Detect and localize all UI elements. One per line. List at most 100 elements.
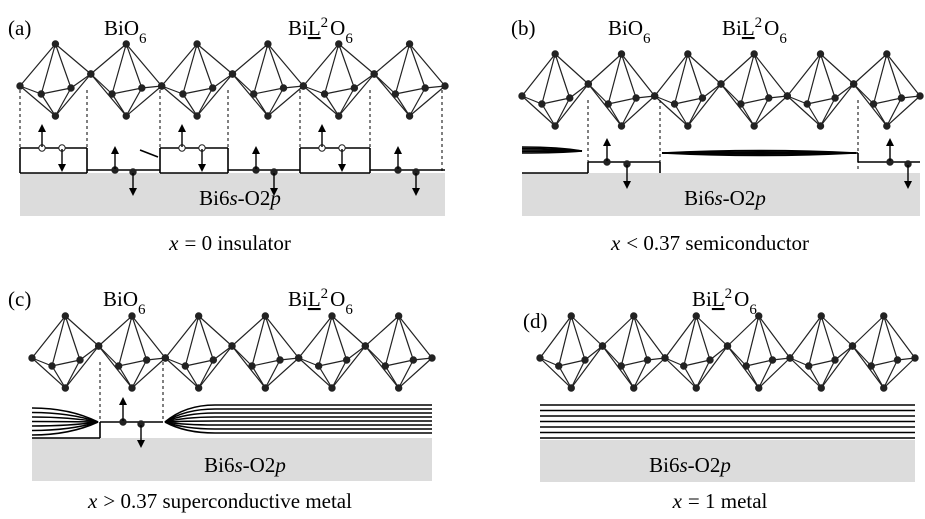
atom [277, 357, 283, 363]
bond [339, 88, 355, 116]
atom [707, 357, 713, 363]
bond [887, 98, 902, 126]
bond [874, 98, 902, 104]
atom [631, 385, 637, 391]
bond [303, 86, 338, 116]
text-part: Bi6 [684, 186, 714, 210]
atom [343, 357, 349, 363]
atom [265, 113, 271, 119]
bond [332, 346, 365, 388]
bond [588, 54, 621, 84]
bond [395, 94, 409, 116]
text-part: Bi6 [204, 453, 234, 477]
atom [52, 41, 58, 47]
bond [399, 316, 432, 358]
atom [894, 357, 900, 363]
bond [365, 316, 398, 346]
text-part: (d) [523, 309, 548, 333]
bond [395, 44, 409, 94]
bio6-label: BiO6 [103, 287, 146, 318]
bond [365, 346, 385, 366]
text-part: Bi6 [199, 186, 229, 210]
atom [870, 101, 876, 107]
bond [65, 360, 80, 388]
bond [874, 54, 887, 104]
bond [112, 88, 142, 94]
bond [126, 88, 142, 116]
text-part: s [714, 186, 722, 210]
atom [743, 363, 749, 369]
atom [395, 385, 401, 391]
bond [252, 366, 265, 388]
bond [252, 316, 265, 366]
atom [567, 95, 573, 101]
bond [634, 360, 648, 388]
atom [336, 113, 342, 119]
atom [251, 91, 257, 97]
text-part: -O2 [723, 186, 756, 210]
text-part: 6 [345, 302, 353, 318]
bond [559, 360, 585, 366]
bond [55, 74, 90, 116]
atom [315, 363, 321, 369]
text-part: Bi [288, 287, 308, 311]
atom [249, 363, 255, 369]
atom [685, 51, 691, 57]
atom [410, 357, 416, 363]
caption: x= 1 metal [672, 489, 768, 513]
atom [62, 385, 68, 391]
caption: x= 0 insulator [168, 231, 291, 255]
caption: x> 0.37 superconductive metal [87, 489, 352, 513]
atom [832, 95, 838, 101]
atom [552, 123, 558, 129]
bond [119, 366, 132, 388]
bond [634, 316, 648, 360]
atom [62, 313, 68, 319]
atom [17, 83, 23, 89]
panel-label: (d) [523, 309, 548, 333]
atom [295, 355, 301, 361]
bond [622, 54, 637, 98]
bond [790, 358, 821, 388]
bond [185, 360, 213, 366]
bond [571, 346, 602, 388]
bond [821, 84, 854, 126]
atom [817, 123, 823, 129]
atom [751, 51, 757, 57]
atom [382, 363, 388, 369]
text-part: L [308, 287, 321, 311]
atom [751, 123, 757, 129]
bond [854, 54, 887, 84]
bond [854, 84, 874, 104]
atom [718, 81, 724, 87]
bond [884, 316, 915, 358]
bond [265, 360, 280, 388]
bond [688, 84, 721, 126]
bond [374, 74, 395, 94]
text-part: 6 [345, 31, 353, 47]
bil2o6-label: BiL2O6 [288, 15, 353, 47]
bond [410, 88, 426, 116]
bond [126, 44, 142, 88]
bond [112, 44, 126, 94]
band-label: Bi6s-O2p [684, 186, 766, 210]
atom [406, 41, 412, 47]
text-part: > 0.37 superconductive metal [103, 489, 352, 513]
bond [871, 366, 884, 388]
bond [721, 84, 741, 104]
atom [180, 91, 186, 97]
bond [99, 316, 132, 346]
atom [229, 343, 235, 349]
atom [756, 385, 762, 391]
bond [759, 316, 790, 358]
atom [182, 363, 188, 369]
text-part: Bi [722, 16, 742, 40]
bond [728, 346, 747, 366]
bond [199, 360, 214, 388]
bond [112, 94, 126, 116]
bond [232, 346, 252, 366]
bond [887, 54, 920, 96]
atom [158, 83, 164, 89]
text-part: -O2 [238, 186, 271, 210]
text-part: Bi6 [649, 453, 679, 477]
